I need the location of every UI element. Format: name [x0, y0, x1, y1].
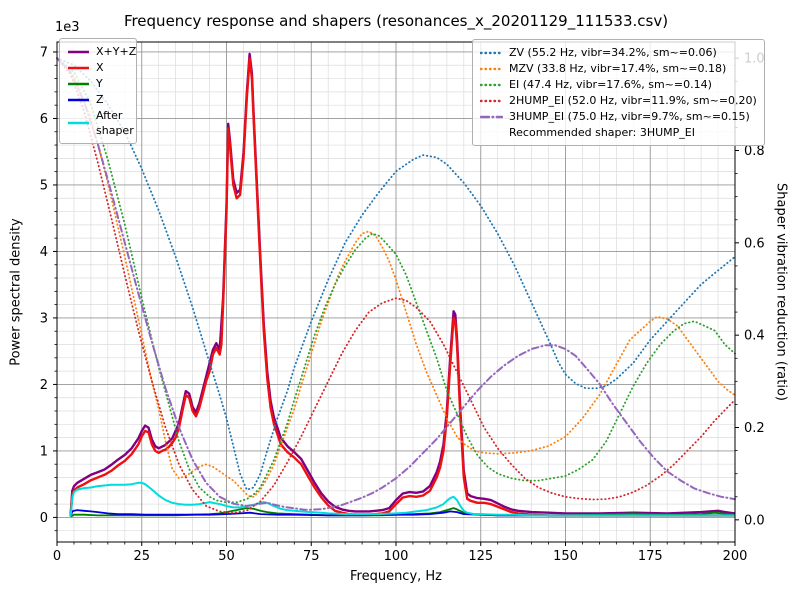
y-left-tick-label: 5 [40, 178, 48, 193]
2hump-ei-line-swatch [480, 99, 503, 102]
z-line-swatch [68, 98, 89, 101]
mzv-line-swatch [480, 67, 503, 70]
legend-label: Y [96, 77, 103, 90]
major-grid [57, 42, 735, 542]
legend-item-z: Z [67, 92, 129, 107]
y-right-tick-label: 0.4 [744, 329, 765, 344]
x-line-swatch [68, 66, 89, 69]
series-2hump-ei-line [56, 57, 736, 514]
legend-item-x: X [67, 60, 129, 75]
y-axis-left-label: Power spectral density [8, 218, 24, 366]
y-right-tick-label: 0.2 [744, 421, 765, 436]
legend-label: 3HUMP_EI (75.0 Hz, vibr=9.7%, sm~=0.15) [509, 110, 750, 123]
minor-grid [57, 42, 735, 542]
x-tick-label: 25 [133, 549, 150, 564]
x-tick-label: 125 [468, 549, 493, 564]
legend-label: Z [96, 93, 104, 106]
x-tick-label: 175 [638, 549, 663, 564]
legend-item-2hump-ei: 2HUMP_EI (52.0 Hz, vibr=11.9%, sm~=0.20) [480, 93, 757, 108]
legend-label: After shaper [96, 109, 134, 137]
legend-label: X+Y+Z [96, 45, 137, 58]
3hump-ei-line-swatch [480, 115, 503, 118]
legend-note: Recommended shaper: 3HUMP_EI [480, 125, 757, 140]
y-right-tick-label: 0.0 [744, 513, 765, 528]
series-zv-line [56, 57, 736, 491]
tick-labels: 0 25 50 75 100 125 150 175 200 0 1 2 3 4 5 6 7 0.0 0.2 0.4 0… [40, 45, 765, 564]
y-right-tick-label: 0.6 [744, 236, 765, 251]
y-left-tick-label: 3 [40, 311, 48, 326]
series-x-y-z-line [69, 52, 736, 516]
legend-item-y: Y [67, 76, 129, 91]
x-tick-label: 100 [384, 549, 409, 564]
x-tick-label: 75 [303, 549, 320, 564]
legend-item-mzv: MZV (33.8 Hz, vibr=17.4%, sm~=0.18) [480, 61, 757, 76]
legend-item-zv: ZV (55.2 Hz, vibr=34.2%, sm~=0.06) [480, 45, 757, 60]
series-lines [56, 52, 736, 518]
x-tick-label: 150 [553, 549, 578, 564]
series-x-line [69, 57, 735, 517]
legend-item-ei: EI (47.4 Hz, vibr=17.6%, sm~=0.14) [480, 77, 757, 92]
zv-line-swatch [480, 51, 503, 54]
series-mzv-line [56, 57, 736, 498]
y-left-tick-label: 0 [40, 511, 48, 526]
series-3hump-ei-line [56, 57, 736, 511]
legend-item-x-y-z: X+Y+Z [67, 44, 136, 59]
y-left-tick-label: 1 [40, 444, 48, 459]
x-tick-label: 0 [53, 549, 61, 564]
ei-line-swatch [480, 83, 503, 86]
y-line-swatch [68, 82, 89, 85]
x-y-z-line-swatch [68, 50, 89, 53]
legend-label: ZV (55.2 Hz, vibr=34.2%, sm~=0.06) [509, 46, 717, 59]
axis-ticks [53, 51, 739, 546]
legend-item-after-shaper: After shaper [67, 108, 134, 138]
x-tick-label: 50 [218, 549, 235, 564]
y-axis-right-label: Shaper vibration reduction (ratio) [773, 183, 789, 401]
y-left-tick-label: 2 [40, 378, 48, 393]
legend-note-text: Recommended shaper: 3HUMP_EI [509, 126, 695, 139]
y-axis-offset-label: 1e3 [55, 20, 80, 35]
series-ei-line [56, 57, 736, 504]
chart-title: Frequency response and shapers (resonanc… [123, 12, 669, 30]
legend-label: 2HUMP_EI (52.0 Hz, vibr=11.9%, sm~=0.20) [509, 94, 757, 107]
legend-label: EI (47.4 Hz, vibr=17.6%, sm~=0.14) [509, 78, 712, 91]
legend-psd: X+Y+Z X Y Z After shaper [59, 38, 137, 144]
legend-item-3hump-ei: 3HUMP_EI (75.0 Hz, vibr=9.7%, sm~=0.15) [480, 109, 757, 124]
x-axis-label: Frequency, Hz [349, 569, 443, 584]
y-left-tick-label: 6 [40, 112, 48, 127]
legend-label: X [96, 61, 104, 74]
series-after-shaper-line [69, 481, 735, 517]
x-tick-label: 200 [723, 549, 748, 564]
y-right-tick-label: 0.8 [744, 144, 765, 159]
legend-label: MZV (33.8 Hz, vibr=17.4%, sm~=0.18) [509, 62, 727, 75]
y-left-tick-label: 4 [40, 245, 48, 260]
after-shaper-line-swatch [68, 121, 89, 125]
legend-shapers: ZV (55.2 Hz, vibr=34.2%, sm~=0.06) MZV (3… [472, 39, 765, 146]
y-left-tick-label: 7 [40, 45, 48, 60]
